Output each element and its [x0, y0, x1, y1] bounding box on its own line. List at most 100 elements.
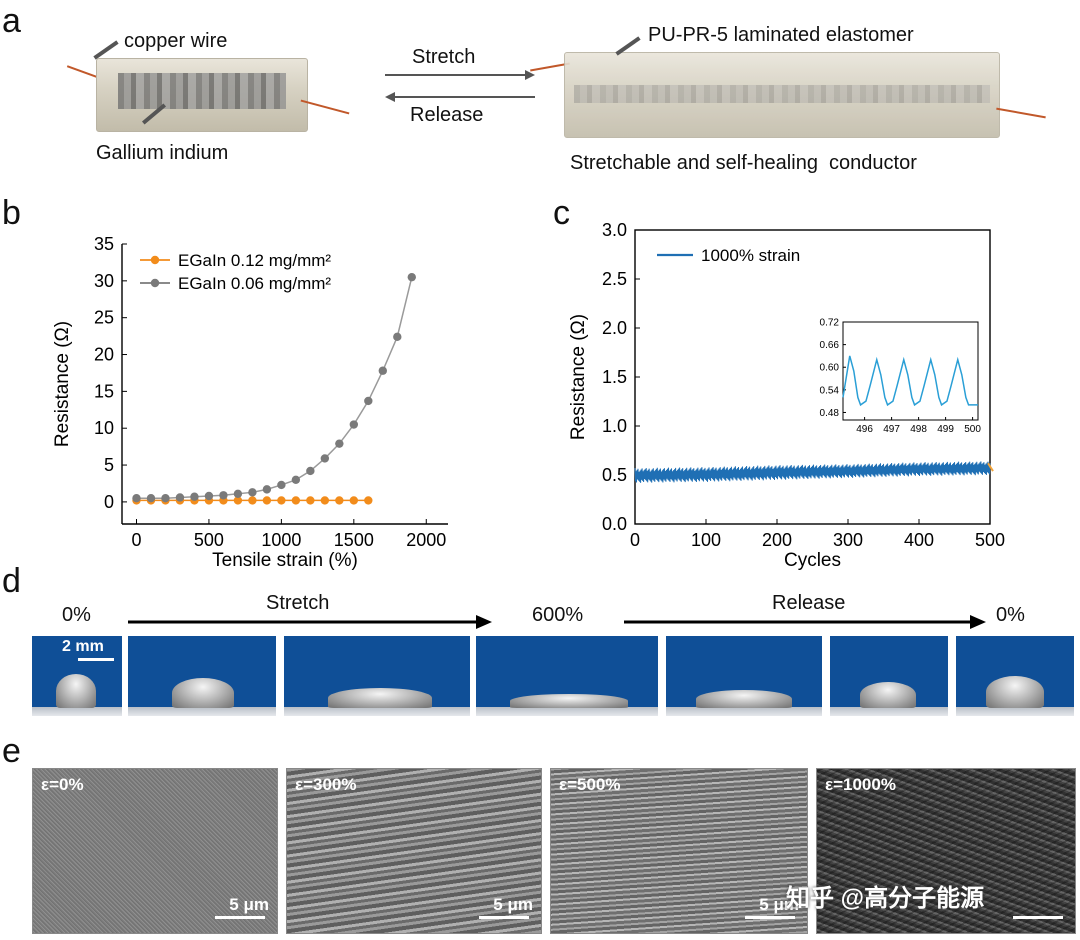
- inset-frame: [842, 321, 979, 421]
- sem-label-0: ε=0%: [41, 775, 84, 794]
- y-tick-label: 10: [94, 418, 114, 438]
- copper-wire-right-2: [996, 107, 1046, 119]
- sem-label-3: ε=1000%: [825, 775, 896, 794]
- inset-x-tick-label: 498: [910, 424, 927, 435]
- data-point-series-2: [233, 489, 243, 498]
- data-point-series-1: [335, 496, 344, 505]
- x-axis-title: Cycles: [784, 550, 841, 571]
- scale-bar-label: 2 mm: [62, 638, 104, 655]
- data-point-series-2: [320, 454, 330, 463]
- droplet-photo-5: [830, 636, 948, 716]
- laminated-elastomer-label: PU-PR-5 laminated elastomer: [648, 24, 914, 46]
- data-point-series-2: [277, 480, 286, 490]
- data-point-series-2: [393, 332, 402, 342]
- inset-x-tick-label: 499: [937, 424, 954, 435]
- arrow-icon-copper: [93, 40, 119, 60]
- stretch-arrow-d-icon: [128, 615, 492, 629]
- conductor-label: Stretchable and self-healing conductor: [570, 152, 917, 174]
- y-tick-label: 15: [94, 381, 114, 401]
- x-tick-label: 500: [975, 530, 1005, 550]
- y-tick-label: 30: [94, 271, 114, 291]
- data-point-series-2: [306, 466, 315, 476]
- resistance-vs-cycles-chart: 0.0 0.5 1.0 1.5 2.0 2.5 3.0 0 100 200 300 400 500 Cyc…: [568, 222, 1005, 571]
- data-point-series-2: [378, 366, 387, 375]
- data-point-series-1: [262, 496, 272, 505]
- x-axis-title: Tensile strain (%): [212, 550, 358, 571]
- data-point-series-2: [219, 491, 228, 500]
- inset-y-tick-label: 0.60: [820, 363, 840, 374]
- data-point-series-2: [248, 488, 257, 497]
- x-tick-label: 500: [194, 530, 224, 550]
- x-tick-label: 100: [691, 530, 721, 550]
- strain-0-right-label: 0%: [996, 604, 1025, 626]
- y-tick-label: 35: [94, 234, 114, 254]
- data-point-series-1: [364, 496, 373, 505]
- inset-zoom-marker: [987, 462, 994, 472]
- data-point-series-2: [349, 420, 359, 429]
- inset-series-line: [842, 355, 978, 407]
- sem-image-2: ε=500% 5 μm: [550, 768, 808, 934]
- y-tick-label: 2.0: [602, 318, 627, 338]
- stretch-label-d: Stretch: [266, 592, 330, 614]
- x-tick-label: 1000: [261, 530, 301, 550]
- sem-label-2: ε=500%: [559, 775, 621, 794]
- y-axis-title: Resistance (Ω): [568, 314, 589, 440]
- data-point-series-2: [291, 475, 301, 484]
- panel-label-a: a: [2, 2, 21, 40]
- series-line-2: [136, 276, 413, 499]
- sem-scale-bar-1: [479, 916, 529, 919]
- strain-600-label: 600%: [532, 604, 584, 626]
- sem-scale-text-0: 5 μm: [229, 895, 269, 914]
- sem-image-1: ε=300% 5 μm: [286, 768, 542, 934]
- inset-y-tick-label: 0.66: [820, 340, 840, 351]
- inset-x-tick-label: 496: [856, 424, 873, 435]
- inset-x-tick-label: 497: [883, 424, 900, 435]
- release-arrow-d-icon: [624, 615, 986, 629]
- x-tick-label: 200: [762, 530, 792, 550]
- gallium-indium-label: Gallium indium: [96, 142, 229, 164]
- y-tick-label: 20: [94, 345, 114, 365]
- y-tick-label: 1.0: [602, 416, 627, 436]
- y-tick-label: 2.5: [602, 269, 627, 289]
- sem-scale-bar-2: [745, 916, 795, 919]
- release-label-d: Release: [772, 592, 846, 614]
- watermark: 知乎 @高分子能源: [786, 885, 985, 912]
- panel-label-e: e: [2, 732, 21, 770]
- y-tick-label: 3.0: [602, 222, 627, 240]
- data-point-series-1: [349, 496, 359, 505]
- sem-scale-text-2: 5 μm: [759, 895, 799, 914]
- data-point-series-2: [204, 491, 214, 501]
- y-tick-label: 1.5: [602, 367, 627, 387]
- copper-wire-label: copper wire: [124, 30, 228, 52]
- x-tick-label: 0: [630, 530, 640, 550]
- y-tick-label: 0.0: [602, 514, 627, 534]
- data-point-series-2: [335, 439, 344, 448]
- data-point-series-2: [132, 494, 141, 503]
- data-point-series-2: [364, 396, 373, 406]
- x-tick-label: 2000: [406, 530, 446, 550]
- stretched-conductor-sample: [564, 52, 1000, 138]
- legend-marker-2: [150, 278, 160, 288]
- data-point-series-2: [175, 493, 185, 502]
- y-tick-label: 0: [104, 492, 114, 512]
- inset-x-tick-label: 500: [964, 424, 981, 435]
- x-tick-label: 1500: [334, 530, 374, 550]
- data-point-series-2: [190, 492, 199, 501]
- inset-y-tick-label: 0.48: [820, 408, 840, 419]
- droplet-photo-3: [476, 636, 658, 716]
- data-point-series-1: [248, 496, 257, 505]
- sem-image-3: ε=1000%: [816, 768, 1076, 934]
- inset-y-tick-label: 0.54: [820, 385, 840, 396]
- sem-scale-text-1: 5 μm: [493, 895, 533, 914]
- data-point-series-1: [277, 496, 286, 505]
- scale-bar: [78, 658, 114, 661]
- panel-label-b: b: [2, 194, 21, 232]
- sem-image-0: ε=0% 5 μm: [32, 768, 278, 934]
- droplet-photo-6: [956, 636, 1074, 716]
- sem-scale-bar-0: [215, 916, 265, 919]
- sem-label-1: ε=300%: [295, 775, 357, 794]
- data-point-series-1: [306, 496, 315, 505]
- panel-label-c: c: [553, 194, 570, 232]
- release-label-a: Release: [410, 104, 484, 126]
- legend-label-1: EGaIn 0.12 mg/mm²: [178, 251, 331, 270]
